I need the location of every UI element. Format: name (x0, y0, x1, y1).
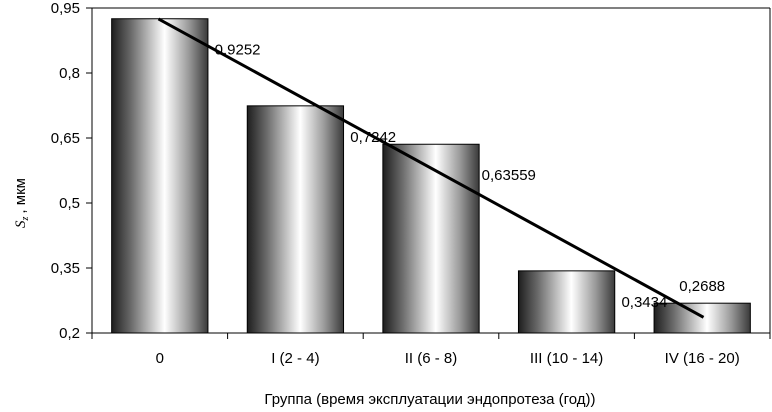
y-tick-label: 0,95 (51, 0, 80, 17)
x-tick-label: I (2 - 4) (271, 350, 319, 367)
data-labels: 0,9252 0,7242 0,63559 0,3434 0,2688 (215, 42, 725, 311)
y-axis-title-subscript: z (20, 216, 31, 221)
y-tick-label: 0,2 (59, 325, 80, 342)
bar (246, 105, 345, 334)
x-tick-label: IV (16 - 20) (665, 350, 740, 367)
bar (517, 270, 616, 334)
x-tick-label: 0 (156, 350, 164, 367)
y-axis-title-symbol: S (13, 220, 29, 228)
y-axis-title: Sz , мкм (12, 178, 31, 228)
data-label: 0,3434 (621, 294, 667, 311)
trendline-line (157, 17, 705, 319)
bar (111, 18, 209, 334)
bars (111, 18, 751, 334)
bar (382, 143, 480, 334)
x-axis: 0 I (2 - 4) II (6 - 8) III (10 - 14) IV (16 … (91, 333, 771, 367)
trendline (157, 17, 705, 319)
y-tick-label: 0,65 (51, 130, 80, 147)
data-label: 0,9252 (215, 42, 261, 59)
x-tick-label: II (6 - 8) (405, 350, 458, 367)
y-axis-title-unit: , мкм (12, 178, 29, 214)
data-label: 0,63559 (482, 167, 536, 184)
y-axis: 0,2 0,35 0,5 0,65 0,8 0,95 (51, 0, 92, 342)
y-tick-label: 0,35 (51, 260, 80, 277)
x-axis-title: Группа (время эксплуатации эндопротеза (… (264, 391, 595, 408)
data-label: 0,2688 (679, 278, 725, 295)
data-label: 0,7242 (350, 129, 396, 146)
y-tick-label: 0,8 (59, 65, 80, 82)
x-tick-label: III (10 - 14) (530, 350, 603, 367)
y-tick-label: 0,5 (59, 195, 80, 212)
